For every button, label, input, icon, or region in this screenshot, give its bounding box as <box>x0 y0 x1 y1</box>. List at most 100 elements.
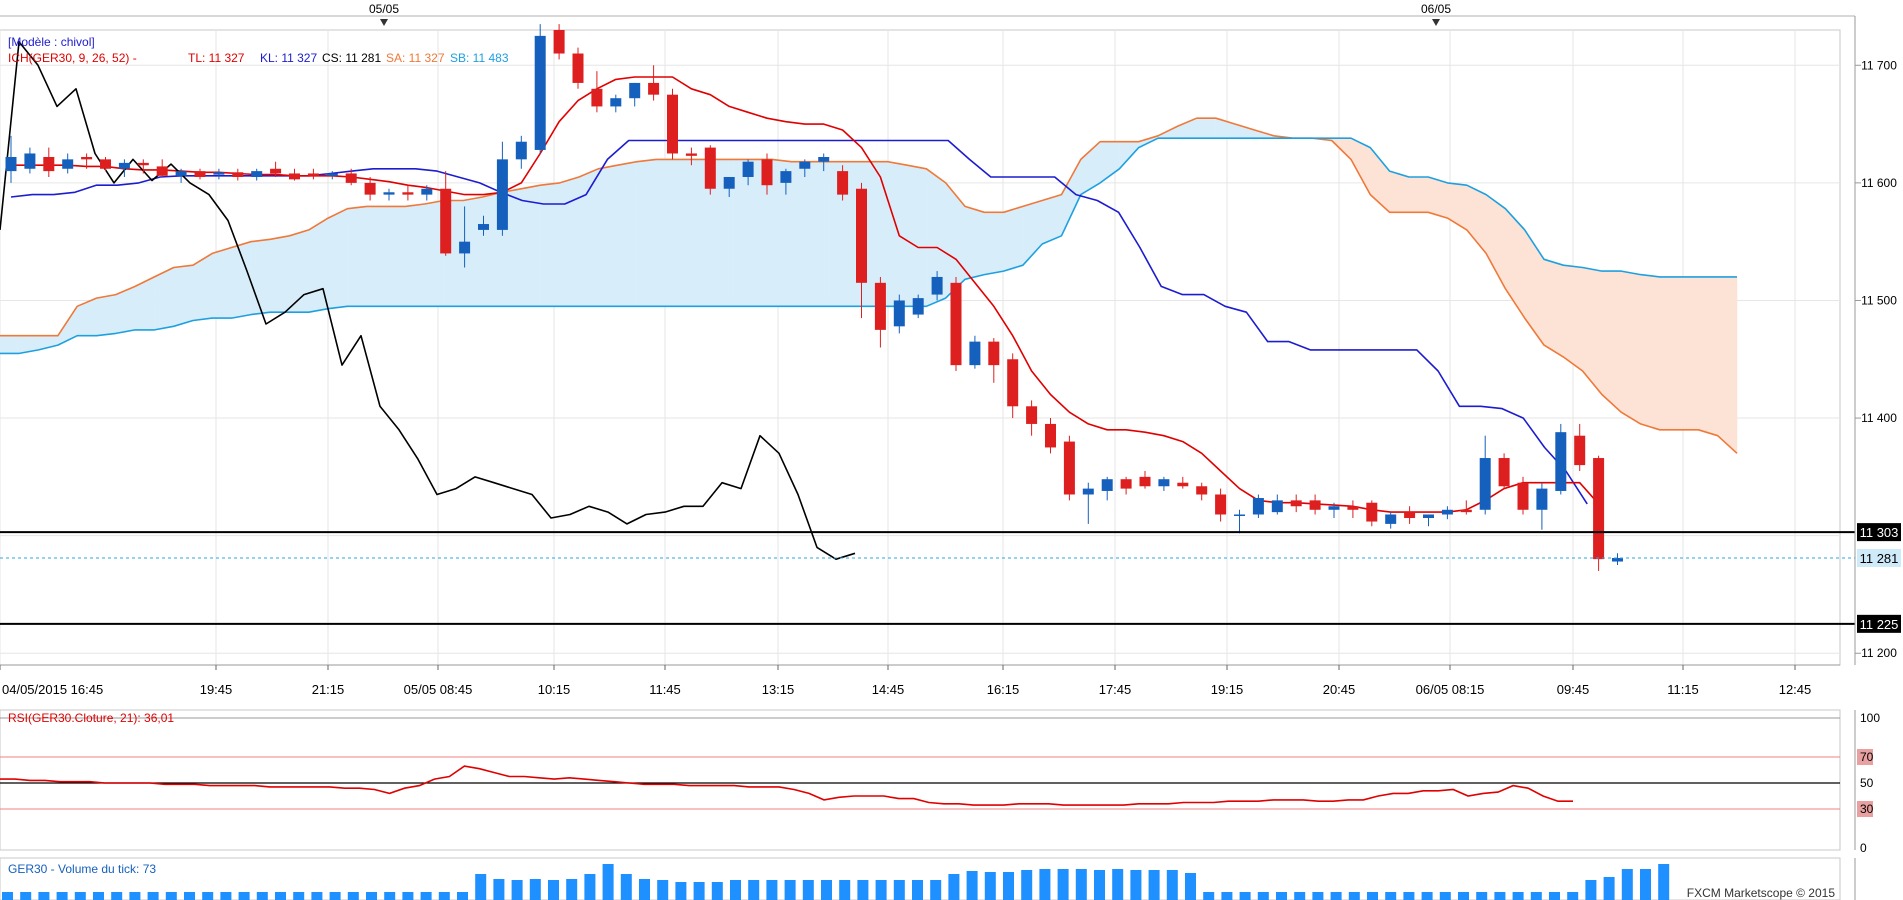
volume-bar <box>966 871 978 900</box>
volume-bar <box>402 892 414 900</box>
volume-bar <box>129 892 141 900</box>
volume-bar <box>1621 869 1633 900</box>
time-tick-label: 12:45 <box>1779 682 1812 697</box>
volume-bar <box>711 882 723 900</box>
candle-body <box>572 53 584 83</box>
candle <box>648 65 660 101</box>
volume-bar <box>111 892 123 900</box>
volume-bar <box>1512 892 1524 900</box>
candle-body <box>1120 479 1132 489</box>
candle <box>874 276 886 348</box>
volume-bar <box>1203 892 1215 900</box>
candle-body <box>1158 479 1170 487</box>
candle-body <box>118 162 130 169</box>
ichimoku-cloud <box>0 117 1738 454</box>
volume-bar <box>821 880 832 900</box>
rsi-tick-label: 30 <box>1860 802 1874 816</box>
candle-body <box>1460 509 1472 513</box>
candle <box>818 153 830 172</box>
volume-bar <box>930 880 942 900</box>
price-marker: 11 225 <box>1857 614 1901 633</box>
svg-text:06/05: 06/05 <box>1421 2 1451 16</box>
candle <box>1234 509 1245 534</box>
volume-bar <box>1640 869 1651 900</box>
candle-body <box>1517 482 1529 510</box>
candle-body <box>1441 509 1453 515</box>
candle <box>1479 435 1491 515</box>
volume-bar <box>420 892 432 900</box>
top-date-1: 06/05 <box>1421 2 1451 26</box>
volume-bar <box>1476 892 1488 900</box>
price-tick-label: 11 200 <box>1861 646 1897 660</box>
volume-bar <box>20 892 32 900</box>
candle-body <box>289 173 300 180</box>
candle-body <box>1139 476 1151 487</box>
candle <box>326 171 338 180</box>
volume-bar <box>1494 892 1506 900</box>
cloud-segment <box>154 267 174 331</box>
time-tick-label: 10:15 <box>538 682 571 697</box>
cloud-segment <box>250 239 271 315</box>
candle <box>667 88 678 160</box>
top-date-0: 05/05 <box>369 2 399 26</box>
candle-body <box>799 161 811 169</box>
candle-body <box>496 159 508 230</box>
candle-body <box>912 298 924 315</box>
volume-bar <box>1185 873 1196 900</box>
price-marker-label: 11 225 <box>1860 617 1899 632</box>
price-marker: 11 303 <box>1857 523 1901 542</box>
candle <box>1252 494 1264 519</box>
candle-body <box>175 171 187 176</box>
candle <box>118 159 130 177</box>
volume-bar <box>1057 869 1069 900</box>
candle-body <box>1574 435 1586 466</box>
cloud-segment <box>1408 176 1429 213</box>
volume-bar <box>584 874 596 900</box>
candle <box>1290 494 1302 513</box>
candle <box>5 135 17 183</box>
main-price-panel[interactable] <box>0 29 1841 666</box>
candle-body <box>1082 488 1094 495</box>
candle-body <box>478 224 489 230</box>
time-tick-label: 14:45 <box>872 682 905 697</box>
price-marker-box <box>1857 614 1901 633</box>
candle-body <box>24 153 36 169</box>
svg-text:05/05: 05/05 <box>369 2 399 16</box>
candle <box>478 215 489 236</box>
candle <box>553 24 565 60</box>
candle <box>1441 506 1453 520</box>
candle <box>1498 453 1510 489</box>
volume-bar <box>1421 892 1433 900</box>
volume-bar <box>220 892 232 900</box>
candle <box>1366 500 1378 527</box>
volume-bar <box>1239 892 1251 900</box>
candle-body <box>1536 488 1548 510</box>
candle <box>364 176 376 201</box>
cloud-segment <box>887 161 908 307</box>
candle <box>1347 500 1359 519</box>
volume-bar <box>1385 892 1397 900</box>
rsi-panel[interactable] <box>0 709 1841 851</box>
rsi-tick-label: 50 <box>1860 776 1874 790</box>
legend-item: KL: 11 327 <box>260 51 317 65</box>
volume-bar <box>893 880 905 900</box>
cloud-segment <box>1678 276 1699 431</box>
cloud-segment <box>655 159 676 307</box>
candle-body <box>780 171 792 183</box>
candle <box>440 171 452 256</box>
candle <box>156 159 168 177</box>
volume-bar <box>511 880 523 900</box>
volume-bar <box>566 879 578 900</box>
rsi-tick-label: 0 <box>1860 841 1867 855</box>
price-tick-label: 11 500 <box>1861 293 1897 307</box>
price-axis-labels: 11 700 11 600 11 500 11 400 11 200 <box>1855 58 1897 660</box>
cloud-segment <box>617 161 638 307</box>
candle <box>137 159 149 174</box>
volume-bar <box>875 880 887 900</box>
volume-bar <box>1658 864 1670 900</box>
volume-bar <box>1549 892 1560 900</box>
candle <box>24 147 36 174</box>
volume-bar <box>329 892 341 900</box>
candlestick-series[interactable] <box>5 24 1624 571</box>
